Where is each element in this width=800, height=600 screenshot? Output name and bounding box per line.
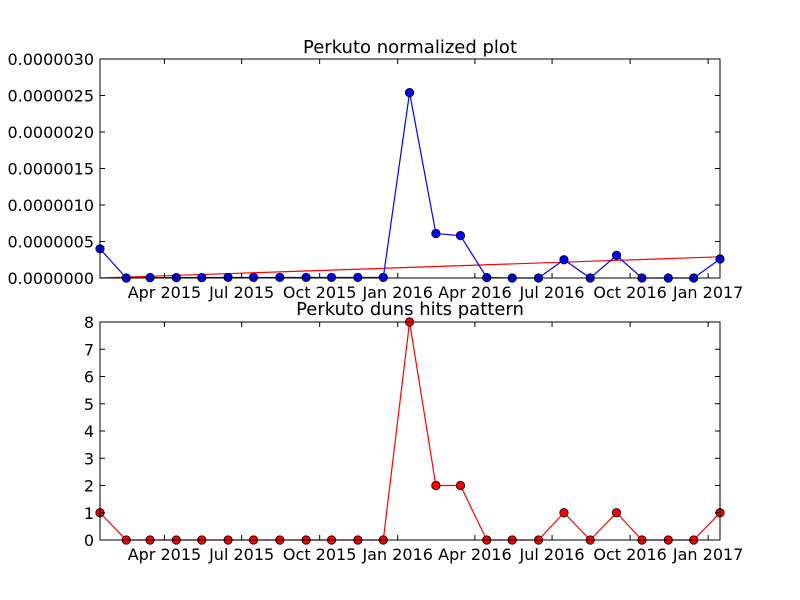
duns-hits-chart: Perkuto duns hits pattern 0 1 2 3 4 5 6 7 8 Apr 2… bbox=[84, 299, 744, 564]
x-tick-label: Jan 2017 bbox=[672, 283, 743, 302]
x-tick-label: Jan 2016 bbox=[361, 283, 432, 302]
x-tick-label: Apr 2015 bbox=[128, 283, 201, 302]
y-tick-label: 0.0000000 bbox=[7, 269, 94, 288]
x-tick-label: Oct 2015 bbox=[283, 283, 356, 302]
y-tick-label: 3 bbox=[84, 449, 94, 468]
y-tick-label: 0 bbox=[84, 531, 94, 550]
data-point bbox=[378, 272, 388, 283]
data-point bbox=[559, 508, 569, 518]
data-point bbox=[353, 272, 363, 283]
data-point bbox=[455, 231, 466, 241]
chart-title: Perkuto normalized plot bbox=[303, 37, 517, 58]
x-tick-label: Jan 2016 bbox=[361, 545, 432, 564]
x-tick-label: Oct 2016 bbox=[593, 283, 666, 302]
y-tick-label: 0.0000030 bbox=[7, 50, 94, 69]
y-tick-label: 7 bbox=[84, 340, 94, 359]
y-tick-label: 0.0000010 bbox=[7, 196, 94, 215]
y-tick-label: 2 bbox=[84, 477, 94, 496]
x-tick-label: Apr 2016 bbox=[438, 283, 511, 302]
x-tick-label: Jul 2016 bbox=[519, 545, 585, 564]
plot-area: 0 1 2 3 4 5 6 7 8 Apr 2015 Jul 2015 Oct 2015 Jan 201… bbox=[84, 313, 744, 564]
data-point bbox=[455, 480, 466, 491]
x-tick-label: Oct 2015 bbox=[283, 545, 356, 564]
y-tick-label: 0.0000020 bbox=[7, 123, 94, 142]
data-point bbox=[404, 87, 415, 98]
y-tick-label: 0.0000025 bbox=[7, 87, 94, 106]
y-tick-label: 5 bbox=[84, 395, 94, 414]
data-point bbox=[431, 228, 441, 239]
x-tick-label: Jan 2017 bbox=[672, 545, 743, 564]
data-point bbox=[248, 272, 259, 283]
data-point bbox=[559, 255, 569, 265]
y-tick-label: 6 bbox=[84, 368, 94, 387]
data-point bbox=[326, 272, 337, 283]
data-point bbox=[223, 272, 233, 283]
data-point bbox=[431, 480, 441, 491]
y-tick-label: 8 bbox=[84, 313, 94, 332]
normalized-plot-chart: Perkuto normalized plot 0.00000000.00000… bbox=[7, 37, 743, 302]
chart-title: Perkuto duns hits pattern bbox=[296, 299, 524, 320]
x-tick-label: Jul 2015 bbox=[208, 283, 274, 302]
y-tick-label: 1 bbox=[84, 504, 94, 523]
y-tick-label: 0.0000005 bbox=[7, 233, 94, 252]
data-point bbox=[275, 272, 285, 283]
data-point bbox=[611, 250, 622, 260]
plot-area: 0.0000000 0.0000005 0.0000010 0.0000015 0.00… bbox=[7, 50, 743, 302]
x-tick-label: Jul 2016 bbox=[519, 283, 585, 302]
x-tick-label: Oct 2016 bbox=[593, 545, 666, 564]
data-point bbox=[611, 508, 622, 518]
y-tick-label: 0.0000015 bbox=[7, 160, 94, 179]
x-tick-label: Jul 2015 bbox=[208, 545, 274, 564]
x-tick-label: Apr 2016 bbox=[438, 545, 511, 564]
data-point bbox=[301, 272, 311, 283]
x-tick-label: Apr 2015 bbox=[128, 545, 201, 564]
y-tick-label: 4 bbox=[84, 422, 94, 441]
